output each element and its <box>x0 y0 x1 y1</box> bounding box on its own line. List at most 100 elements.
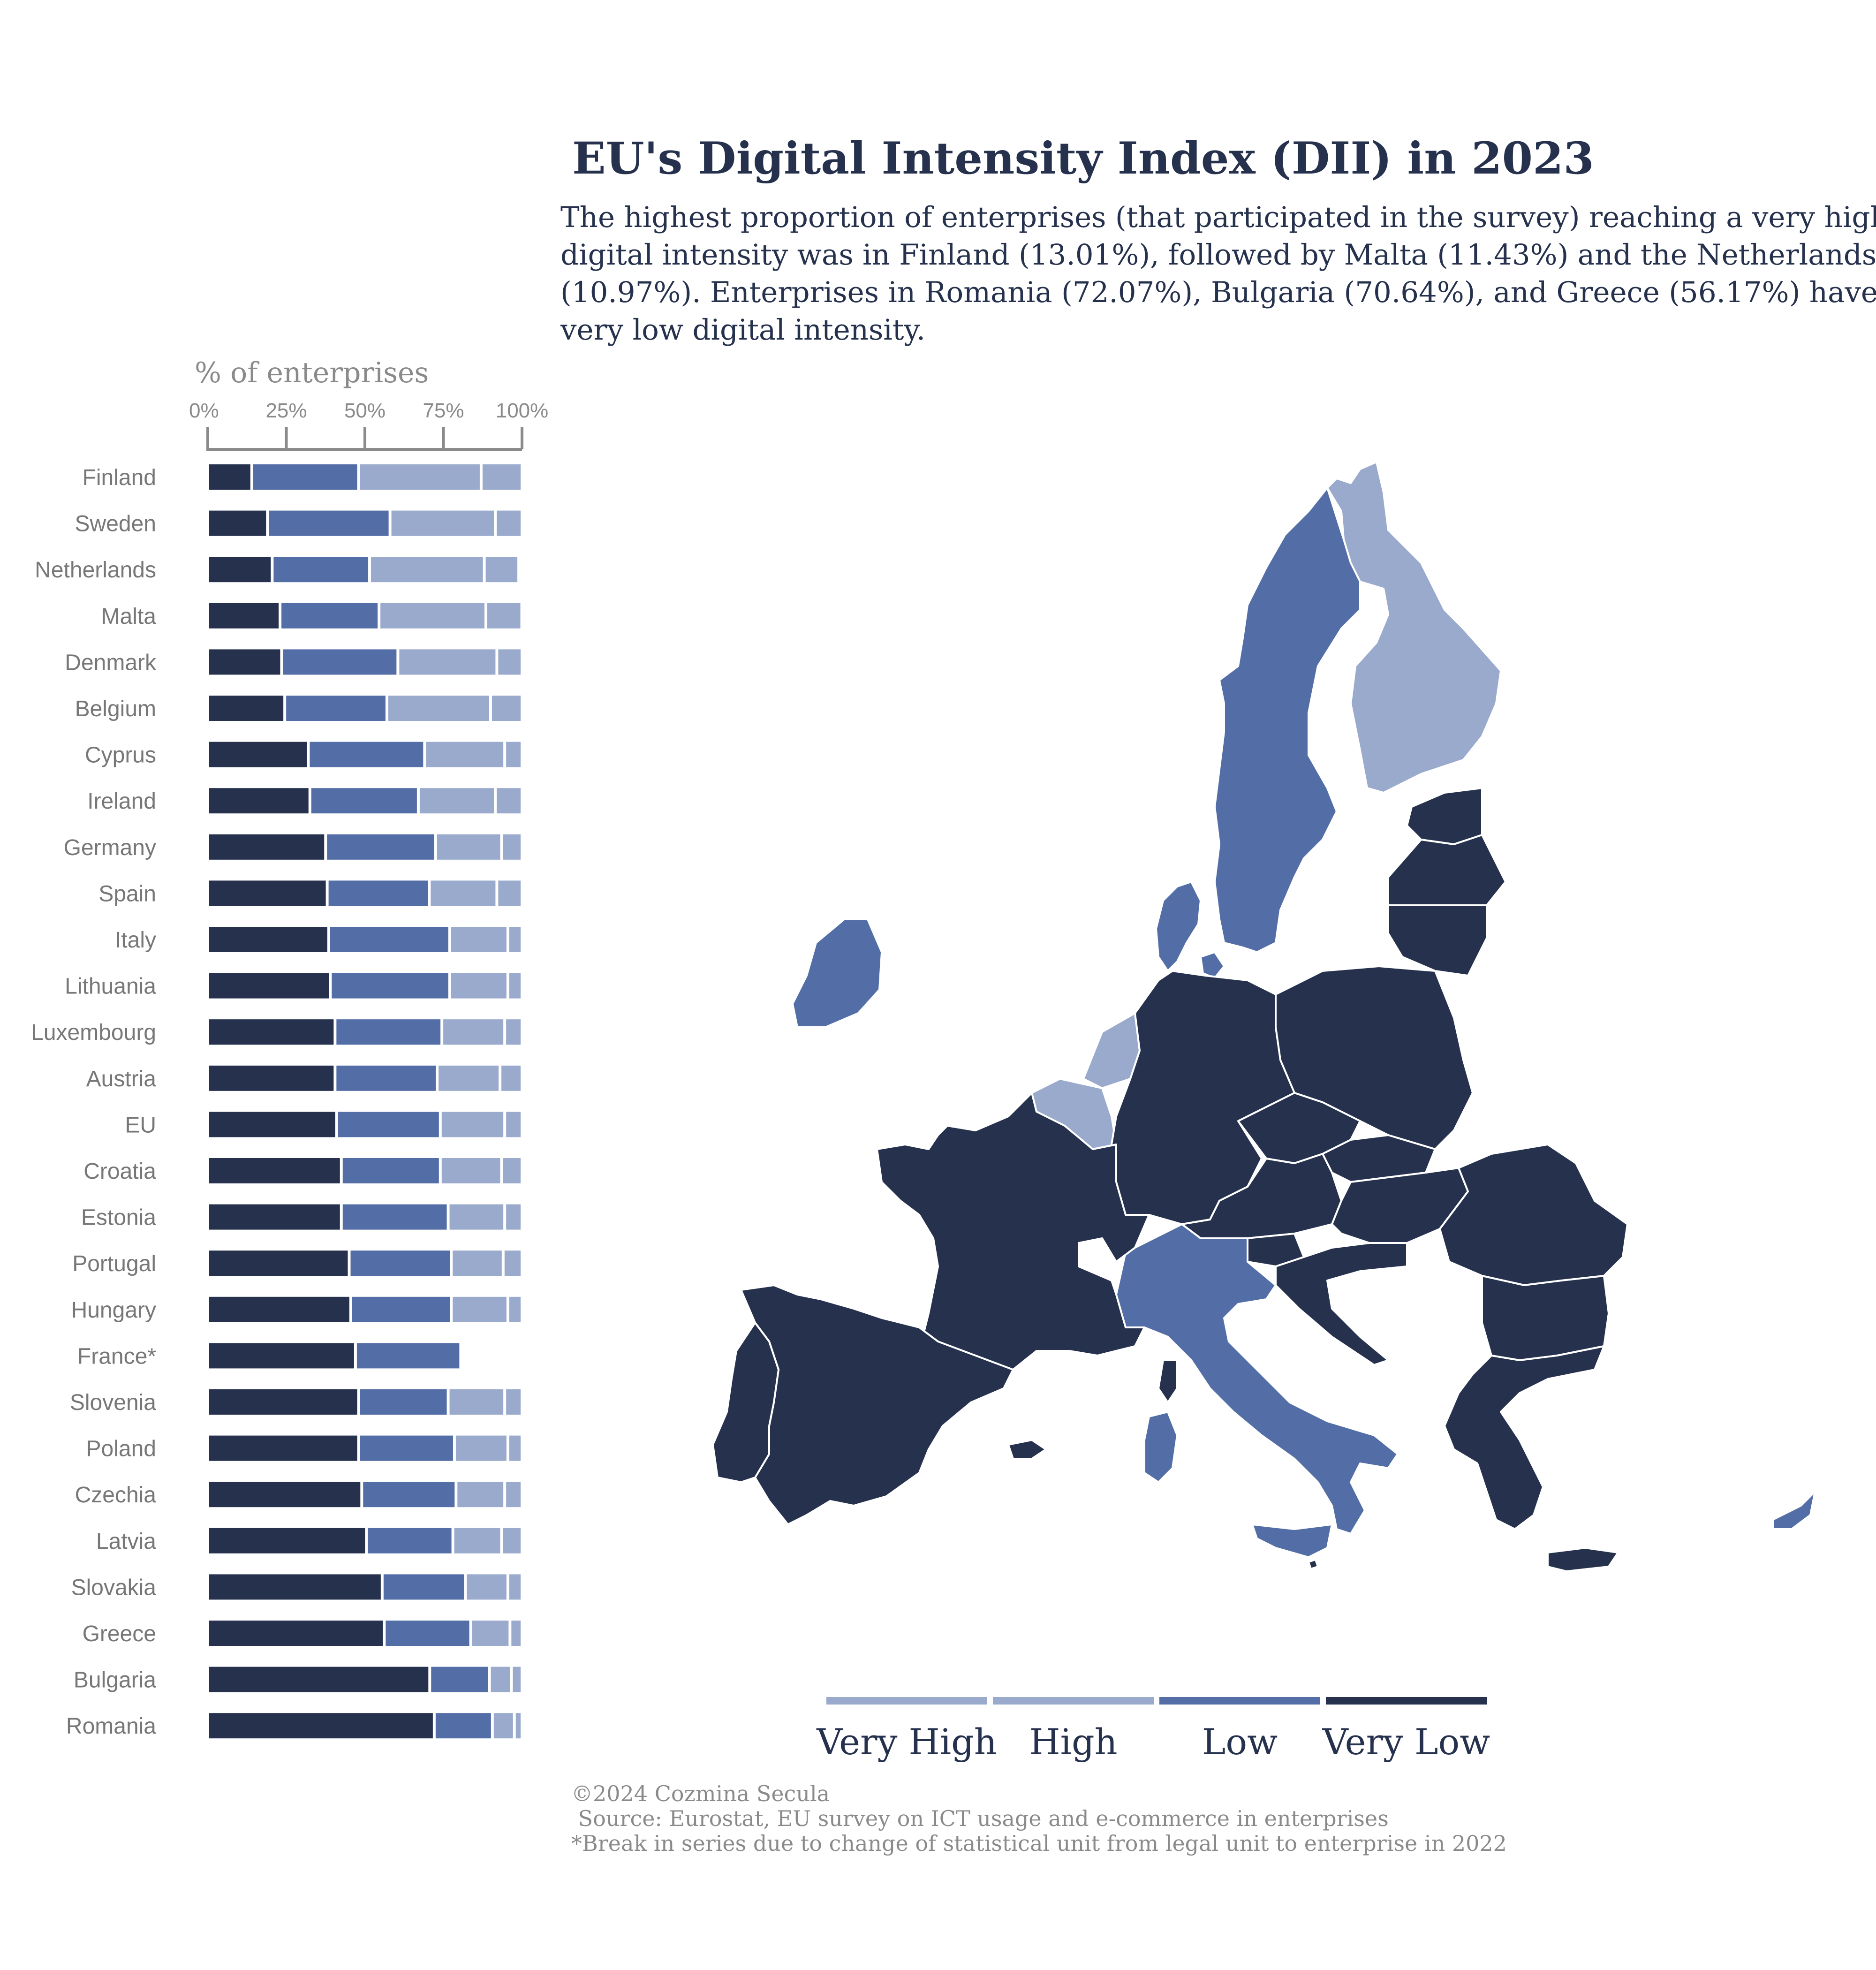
bar-segment <box>368 1528 452 1553</box>
bar-segment <box>336 1019 441 1045</box>
axis-tick-label: 75% <box>423 399 464 422</box>
bar-segment <box>209 1435 357 1461</box>
bar-segment <box>209 649 280 675</box>
bar-segment <box>209 1574 381 1600</box>
bar-segment <box>209 1204 340 1230</box>
bar-segment <box>360 1389 447 1415</box>
page-title: EU's Digital Intensity Index (DII) in 20… <box>572 133 1594 184</box>
bar-segment <box>363 1482 455 1508</box>
bar-segment <box>493 1713 513 1739</box>
bar-segment <box>391 510 494 536</box>
bar-segment <box>431 880 496 906</box>
eu-map <box>712 461 1816 1572</box>
bar-segment <box>360 1435 453 1461</box>
bar-segment <box>209 1621 383 1646</box>
bar-segment <box>328 880 428 906</box>
bar-segment <box>209 1528 365 1553</box>
legend-swatch <box>1326 1697 1487 1705</box>
bar-segment <box>209 510 266 536</box>
bar-category-label: Estonia <box>81 1205 156 1230</box>
map-estonia <box>1406 787 1483 845</box>
bar-segment <box>209 1713 433 1739</box>
bar-segment <box>439 1065 499 1091</box>
bar-segment <box>437 834 500 860</box>
stacked-bars: Finland Sweden Netherlands Malta Denmark Belg… <box>31 464 521 1739</box>
bar-segment <box>492 696 521 721</box>
bar-segment <box>209 1065 334 1091</box>
bar-category-label: Netherlands <box>35 558 156 583</box>
legend-label: Very High <box>816 1721 997 1763</box>
bar-segment <box>352 1296 450 1322</box>
bar-category-label: Hungary <box>71 1298 156 1323</box>
bar-segment <box>501 1065 521 1091</box>
bar-segment <box>435 1713 491 1739</box>
bar-segment <box>449 1204 504 1230</box>
bar-segment <box>371 557 483 583</box>
bar-segment <box>506 1112 521 1137</box>
bar-category-label: Poland <box>86 1437 156 1462</box>
legend-label: Very Low <box>1322 1721 1490 1763</box>
bar-segment <box>455 1435 507 1461</box>
bar-category-label: Greece <box>83 1621 156 1646</box>
axis-tick-label: 100% <box>496 399 549 422</box>
bar-segment <box>209 1482 361 1508</box>
bar-segment <box>327 834 434 860</box>
bar-segment <box>356 1343 460 1369</box>
map-corsica <box>1157 1359 1178 1403</box>
bar-segment <box>451 973 507 999</box>
map-portugal <box>712 1322 779 1483</box>
map-latvia <box>1387 834 1506 906</box>
bar-segment <box>449 1389 504 1415</box>
bar-segment <box>506 1389 521 1415</box>
bar-segment <box>503 834 521 860</box>
bar-category-label: Portugal <box>72 1251 156 1276</box>
bar-segment <box>209 880 326 906</box>
bar-category-label: Croatia <box>83 1159 156 1184</box>
bar-segment <box>342 1204 447 1230</box>
bar-segment <box>453 1250 502 1276</box>
bar-category-label: Italy <box>115 928 156 953</box>
subtitle-line-4: very low digital intensity. <box>560 313 925 347</box>
bar-segment <box>336 1065 436 1091</box>
bar-segment <box>209 1667 429 1692</box>
bar-category-label: Sweden <box>75 512 156 537</box>
legend-swatch <box>826 1697 987 1705</box>
bar-segment <box>281 603 378 629</box>
bar-segment <box>485 557 518 583</box>
bar-segment <box>504 1250 521 1276</box>
bar-segment <box>360 464 480 490</box>
bar-segment <box>419 788 494 814</box>
map-bulgaria <box>1481 1275 1610 1361</box>
bar-segment <box>503 1528 521 1553</box>
bar-category-label: Cyprus <box>85 743 156 768</box>
map-cyprus <box>1772 1491 1816 1530</box>
bar-segment <box>209 464 250 490</box>
map-romania <box>1439 1144 1628 1286</box>
bar-segment <box>482 464 521 490</box>
bar-segment <box>509 927 521 952</box>
bar-segment <box>209 834 325 860</box>
bar-segment <box>209 1296 349 1322</box>
bar-segment <box>209 603 279 629</box>
map-denmark <box>1155 881 1225 979</box>
bar-category-label: Slovenia <box>70 1390 156 1415</box>
map-malta <box>1308 1559 1319 1570</box>
bar-segment <box>286 696 386 721</box>
bar-segment <box>209 557 271 583</box>
bar-segment <box>209 973 329 999</box>
bar-segment <box>388 696 489 721</box>
bar-segment <box>209 1019 334 1045</box>
axis-tick-label: 25% <box>265 399 307 422</box>
bar-segment <box>503 1158 521 1183</box>
bar-segment <box>472 1621 509 1646</box>
footer-note: *Break in series due to change of statis… <box>571 1831 1507 1856</box>
bar-segment <box>515 1713 521 1739</box>
map-germany <box>1111 970 1295 1225</box>
bar-segment <box>509 1574 521 1600</box>
bar-segment <box>491 1667 510 1692</box>
bar-category-label: Czechia <box>75 1483 157 1508</box>
subtitle-line-2: digital intensity was in Finland (13.01%… <box>560 238 1876 272</box>
bar-category-label: Slovakia <box>71 1575 157 1600</box>
bar-segment <box>453 1296 507 1322</box>
bar-segment <box>283 649 397 675</box>
